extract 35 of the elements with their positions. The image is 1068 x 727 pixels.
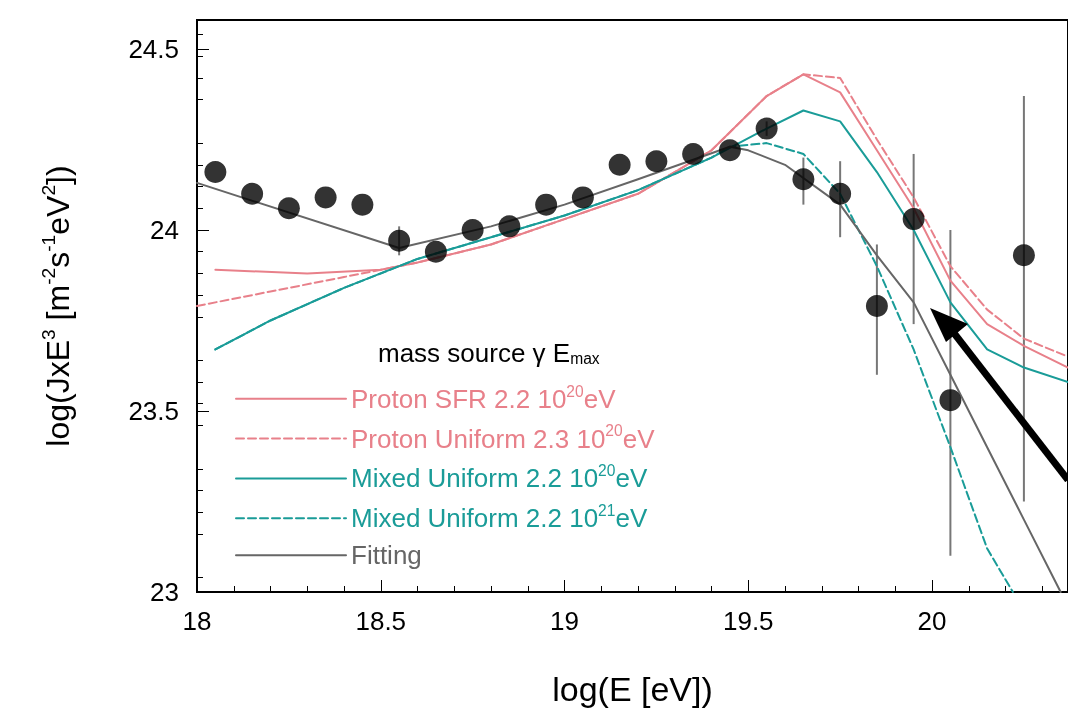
point xyxy=(645,150,668,173)
x-tick-label: 18.5 xyxy=(355,606,407,636)
text: log(JxE3 [m-2s-1eV2]) xyxy=(37,165,76,447)
point xyxy=(571,186,594,209)
point xyxy=(829,182,852,205)
y-tick-label: 24.5 xyxy=(128,33,179,64)
point xyxy=(388,229,411,252)
point xyxy=(424,240,447,263)
x-tick-label: 19.5 xyxy=(722,606,774,636)
point xyxy=(865,295,888,317)
point xyxy=(682,142,705,165)
legend-title: mass source γ Emax xyxy=(378,338,600,368)
legend-label: Fitting xyxy=(351,540,422,571)
x-tick-label: 18 xyxy=(182,606,212,636)
x-tick-label: 19 xyxy=(550,606,579,636)
point xyxy=(535,193,558,216)
point xyxy=(792,168,815,191)
point xyxy=(939,389,962,412)
x-axis-title: log(E [eV]) xyxy=(552,670,713,708)
point xyxy=(498,215,521,238)
point xyxy=(204,161,227,184)
y-tick-label: 23 xyxy=(150,577,179,607)
point xyxy=(277,197,300,220)
point xyxy=(718,139,741,162)
x-tick-label: 20 xyxy=(917,606,947,636)
y-tick-label: 23.5 xyxy=(128,395,179,426)
point xyxy=(461,218,484,241)
point xyxy=(351,193,374,216)
point xyxy=(755,117,778,140)
y-tick-label: 24 xyxy=(150,214,179,245)
point xyxy=(314,186,337,209)
point xyxy=(241,182,264,205)
point xyxy=(902,208,925,231)
point xyxy=(1012,244,1035,267)
point xyxy=(608,153,631,176)
